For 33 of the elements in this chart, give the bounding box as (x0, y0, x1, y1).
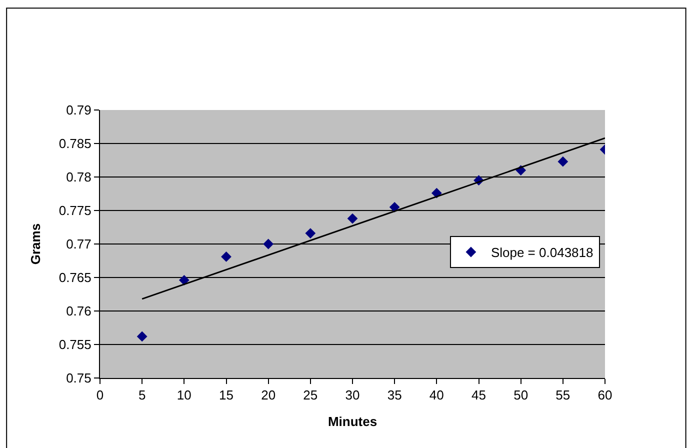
x-tick-label: 25 (303, 388, 318, 403)
y-tick-label: 0.75 (66, 370, 92, 386)
x-tick-label: 35 (387, 388, 402, 403)
y-tick-label: 0.755 (58, 337, 92, 352)
point (221, 252, 232, 262)
y-tick-label: 0.79 (66, 102, 92, 118)
y-tick-label: 0.76 (66, 304, 92, 319)
point (558, 156, 568, 167)
x-tick-label: 30 (345, 388, 360, 403)
x-tick-label: 45 (472, 388, 486, 403)
y-tick-label: 0.77 (66, 236, 92, 252)
x-tick-label: 5 (138, 388, 146, 403)
y-tick-label: 0.765 (58, 270, 92, 286)
point (178, 274, 190, 286)
y-tick-label: 0.78 (66, 170, 92, 185)
x-tick-label: 20 (261, 388, 276, 403)
point (389, 202, 400, 212)
x-tick-label: 10 (176, 388, 192, 403)
point (263, 238, 274, 250)
y-axis-title: Grams (28, 223, 43, 265)
x-tick-label: 40 (429, 388, 444, 403)
legend-label: Slope = 0.043818 (490, 245, 594, 260)
point (347, 213, 358, 224)
x-tick-label: 60 (598, 388, 612, 403)
x-tick-label: 50 (514, 388, 528, 403)
x-tick-label: 0 (96, 388, 104, 403)
x-tick-label: 55 (556, 388, 570, 403)
y-tick-label: 0.775 (58, 203, 92, 218)
point (305, 228, 316, 238)
y-tick-label: 0.785 (58, 136, 92, 152)
x-axis-title: Minutes (328, 414, 378, 430)
x-tick-label: 15 (219, 388, 234, 403)
point (136, 331, 148, 342)
